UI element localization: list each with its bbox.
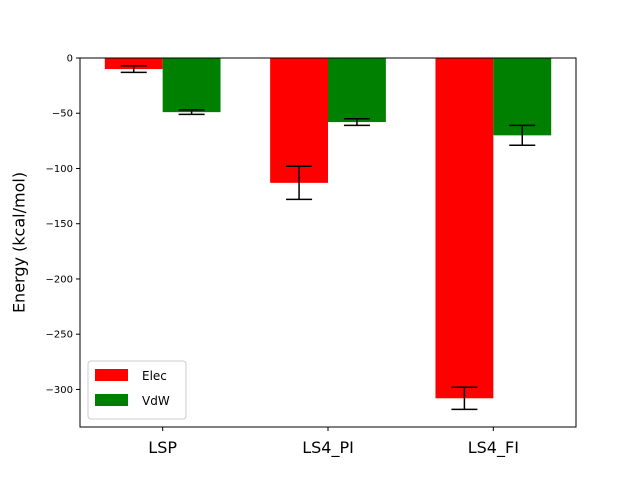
x-axis-ticks: LSP LS4_PI LS4_FI xyxy=(148,427,519,458)
legend-items: Elec VdW xyxy=(95,369,170,408)
bar-vdw-lsp xyxy=(162,58,221,113)
bar-elec-ls4_fi xyxy=(435,58,494,399)
x-tick-label: LS4_PI xyxy=(302,438,354,458)
y-tick-label: −100 xyxy=(46,164,73,175)
x-tick-label: LS4_FI xyxy=(468,438,519,458)
y-axis-ticks: 0 −50 −100 −150 −200 −250 −300 xyxy=(46,54,80,396)
y-tick-label: −50 xyxy=(52,109,73,120)
y-tick-label: −250 xyxy=(46,330,73,341)
y-tick-label: 0 xyxy=(67,54,73,65)
legend-swatch-elec xyxy=(95,369,128,381)
y-tick-label: −200 xyxy=(46,274,73,285)
x-tick-label: LSP xyxy=(148,438,177,457)
bar-vdw-ls4_pi xyxy=(328,58,386,123)
legend-label-vdw: VdW xyxy=(142,394,170,408)
bar-vdw-ls4_fi xyxy=(493,58,552,136)
bars-layer xyxy=(104,58,552,399)
y-axis-label: Energy (kcal/mol) xyxy=(10,172,29,313)
errorbars-layer xyxy=(120,64,536,411)
bar-elec-ls4_pi xyxy=(270,58,328,183)
legend-label-elec: Elec xyxy=(142,369,167,383)
legend-swatch-vdw xyxy=(95,394,128,406)
y-tick-label: −300 xyxy=(46,385,73,396)
y-tick-label: −150 xyxy=(46,219,73,230)
legend: Elec VdW xyxy=(87,360,187,420)
bar-elec-lsp xyxy=(104,58,163,70)
